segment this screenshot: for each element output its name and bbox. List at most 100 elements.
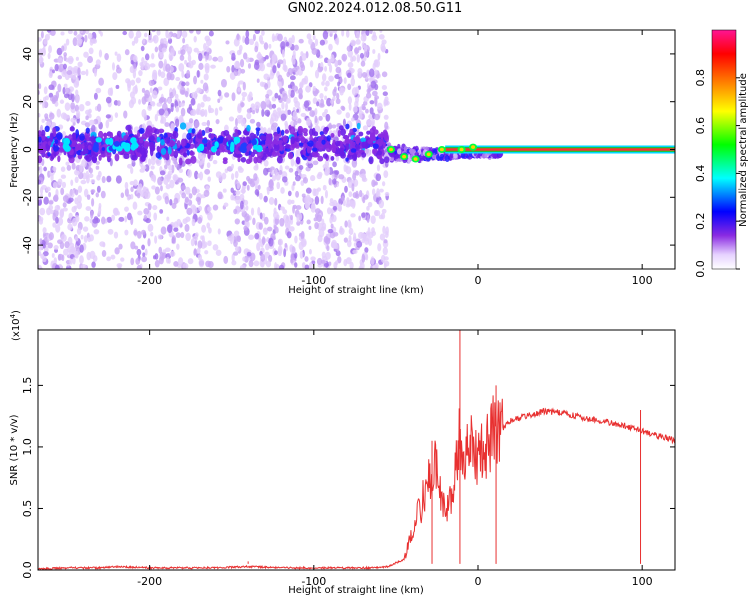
spectrum-cell bbox=[339, 89, 344, 96]
spectrum-cell bbox=[203, 189, 210, 197]
spectrum-cell bbox=[326, 207, 332, 215]
spectrum-cell bbox=[239, 264, 246, 269]
spectrum-cell bbox=[204, 250, 209, 255]
spectrum-cell bbox=[308, 262, 313, 269]
spectrum-cell bbox=[220, 78, 227, 88]
spectrum-cell bbox=[302, 143, 308, 149]
spectrum-cell bbox=[239, 193, 245, 201]
x-tick-label: -100 bbox=[301, 575, 326, 588]
spectrum-cell bbox=[366, 119, 372, 126]
spectrum-cell bbox=[67, 223, 73, 231]
spectrum-cell bbox=[374, 113, 380, 121]
spectrum-cell bbox=[257, 51, 262, 61]
spectrum-cell bbox=[260, 40, 265, 45]
spectrum-cell bbox=[361, 141, 367, 149]
spectrum-cell bbox=[330, 99, 334, 105]
spectrum-cell bbox=[98, 202, 102, 209]
spectrum-cell bbox=[193, 35, 197, 43]
spectrum-cell bbox=[358, 215, 362, 222]
spectrum-cell bbox=[349, 141, 356, 148]
spectrum-cell bbox=[254, 182, 258, 191]
spectrum-cell bbox=[182, 263, 189, 269]
spectrum-cell bbox=[372, 143, 379, 149]
spectrum-cell bbox=[306, 33, 312, 40]
spectrum-cell bbox=[289, 246, 296, 254]
spectrum-cell bbox=[321, 139, 326, 145]
colorbar-tick-label: 0.6 bbox=[694, 117, 707, 135]
spectrum-cell bbox=[38, 130, 42, 136]
spectrum-cell bbox=[53, 150, 57, 157]
spectrum-cell bbox=[367, 201, 373, 208]
spectrum-cell bbox=[80, 30, 84, 34]
spectrum-cell bbox=[96, 174, 101, 181]
spectrum-cell bbox=[366, 92, 372, 99]
spectrum-cell bbox=[169, 140, 176, 147]
spectrum-cell bbox=[372, 148, 378, 154]
spectrum-cell bbox=[47, 242, 53, 249]
spectrum-cell bbox=[210, 133, 215, 139]
spectrum-cell bbox=[75, 110, 81, 120]
spectrum-cell bbox=[180, 49, 186, 56]
spectrum-cell bbox=[52, 145, 60, 152]
spectrum-cell bbox=[151, 185, 156, 190]
spectrum-cell bbox=[263, 195, 268, 203]
spectrum-cell bbox=[41, 118, 45, 123]
spectrum-cell bbox=[343, 77, 347, 85]
spectrum-cell bbox=[351, 158, 358, 168]
spectrum-cell bbox=[384, 191, 390, 197]
spectrum-cell bbox=[38, 56, 44, 65]
spectrum-cell bbox=[147, 223, 154, 232]
spectrum-cell bbox=[124, 229, 129, 236]
spectrum-cell bbox=[70, 179, 74, 186]
spectrum-cell bbox=[73, 205, 78, 210]
spectrum-cell bbox=[298, 212, 303, 221]
spectrum-cell bbox=[379, 188, 384, 193]
spectrum-cell bbox=[145, 217, 151, 224]
spectrum-cell bbox=[157, 176, 163, 186]
spectrum-cell bbox=[192, 206, 198, 215]
spectrum-cell bbox=[113, 231, 119, 239]
x-tick-label: -200 bbox=[137, 575, 162, 588]
spectrum-cell bbox=[235, 61, 240, 68]
spectrum-cell bbox=[160, 38, 165, 43]
spectrum-cell bbox=[105, 96, 112, 104]
spectrum-cell bbox=[292, 181, 296, 186]
spectrum-cell bbox=[376, 102, 383, 111]
spectrum-cell bbox=[120, 192, 125, 199]
spectrum-cell bbox=[207, 206, 212, 212]
spectrum-cell bbox=[144, 89, 151, 99]
spectrum-cell bbox=[99, 241, 106, 247]
spectrum-cell bbox=[61, 70, 67, 78]
spectrum-cell bbox=[271, 103, 277, 109]
spectrum-cell bbox=[334, 260, 339, 266]
spectrum-cell bbox=[173, 261, 179, 267]
spectrum-cell bbox=[113, 141, 121, 147]
spectrum-cell bbox=[43, 86, 48, 95]
spectrum-cell bbox=[179, 54, 185, 61]
spectrum-cell bbox=[307, 140, 314, 147]
spectrum-cell bbox=[312, 97, 318, 105]
spectrum-cell bbox=[58, 147, 65, 153]
spectrum-cell bbox=[44, 95, 49, 101]
spectrum-cell bbox=[358, 265, 364, 269]
spectrum-cell bbox=[50, 30, 56, 36]
spectrum-cell bbox=[384, 121, 389, 130]
spectrum-cell bbox=[46, 207, 52, 216]
spectrum-cell bbox=[326, 244, 330, 252]
spectrum-cell bbox=[326, 140, 330, 149]
spectrum-cell bbox=[172, 130, 179, 139]
spectrum-cell bbox=[431, 148, 437, 153]
spectrum-cell bbox=[41, 135, 46, 141]
spectrum-cell bbox=[38, 199, 42, 206]
spectrum-cell bbox=[253, 260, 260, 267]
spectrum-cell bbox=[265, 260, 272, 268]
spectrum-cell bbox=[292, 85, 299, 92]
spectrum-cell bbox=[260, 135, 267, 141]
spectrum-cell bbox=[201, 138, 208, 144]
spectrum-cell bbox=[408, 149, 414, 153]
spectrum-cell bbox=[158, 256, 164, 265]
spectrum-cell bbox=[104, 52, 109, 61]
spectrum-cell bbox=[255, 127, 261, 132]
spectrum-cell bbox=[123, 153, 130, 160]
spectrum-cell bbox=[304, 196, 309, 204]
